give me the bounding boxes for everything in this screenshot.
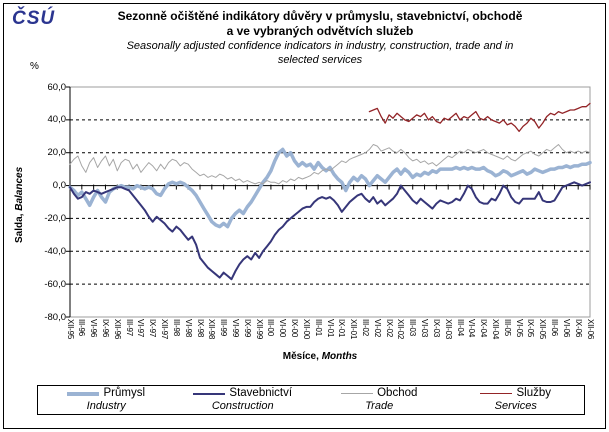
x-tick-label: XII-03 [443,319,453,340]
x-tick-label: XII-96 [112,319,122,340]
legend-label-cz: Obchod [377,387,418,399]
y-tick-label: -80,0 [44,311,66,323]
x-tick-label: VI-97 [136,319,146,338]
chart-subtitle-line2: selected services [277,54,363,66]
series-line-industry [68,147,592,229]
x-tick-label: VI-98 [183,319,193,338]
x-tick-label: VI-05 [514,319,524,338]
series-line-construction [69,181,591,281]
x-tick-label: III-01 [313,319,323,337]
series-line-trade [69,144,591,185]
legend-swatch-industry [67,391,100,396]
plot-area [66,86,592,318]
x-tick-label: VI-02 [372,319,382,338]
x-tick-label: XII-02 [396,319,406,340]
x-axis-title: Měsíce, Months [240,351,400,362]
x-tick-label: IX-05 [526,319,536,338]
x-tick-label: VI-03 [420,319,430,338]
legend-swatch-services [480,393,513,394]
legend: Průmysl Industry Stavebnictví Construction O… [37,385,585,415]
figure-border [3,3,606,429]
x-tick-label: XII-04 [490,319,500,340]
x-tick-label: XII-05 [538,319,548,340]
x-tick-label: VI-06 [561,319,571,338]
x-tick-label: IX-02 [384,319,394,338]
x-tick-label: III-05 [502,319,512,337]
y-tick-label: -60,0 [44,278,66,290]
x-tick-label: III-04 [455,319,465,337]
x-tick-label: VI-04 [467,319,477,338]
x-tick-label: III-00 [266,319,276,337]
x-tick-label: XII-99 [254,319,264,340]
legend-swatch-construction [193,392,226,395]
x-tick-label: IX-98 [195,319,205,338]
y-axis-unit-label: % [30,61,39,72]
x-tick-label: XII-97 [160,319,170,340]
x-tick-label: IX-97 [148,319,158,338]
y-axis-title-en: Balances [14,166,25,211]
x-tick-label: XII-01 [349,319,359,340]
chart-subtitle-line1: Seasonally adjusted confidence indicator… [126,40,514,52]
plot-border [69,86,591,318]
x-tick-label: III-96 [77,319,87,337]
legend-label-cz: Průmysl [103,387,146,399]
legend-item-trade: Obchod Trade [311,387,448,413]
chart-title-line1: Sezonně očištěné indikátory důvěry v prů… [117,9,523,23]
y-tick-label: 20,0 [47,147,67,159]
legend-label-en: Industry [86,400,126,412]
y-tick-label: 0,0 [52,180,66,192]
x-tick-label: XII-00 [301,319,311,340]
x-tick-label: IX-04 [479,319,489,338]
x-tick-label: VI-00 [278,319,288,338]
legend-swatch-trade [341,393,374,394]
y-axis-title: Salda, Balances [14,167,25,243]
y-tick-label: -20,0 [44,212,66,224]
y-axis-title-cz: Salda, [14,213,25,243]
x-tick-label: III-02 [360,319,370,337]
x-tick-label: III-97 [124,319,134,337]
legend-label-en: Trade [365,400,394,412]
x-tick-label: IX-00 [290,319,300,338]
y-tick-label: 40,0 [47,114,67,126]
x-tick-label: III-98 [171,319,181,337]
x-tick-label: III-03 [408,319,418,337]
x-tick-label: VI-99 [230,319,240,338]
x-tick-label: IX-99 [242,319,252,338]
legend-item-construction: Stavebnictví Construction [175,387,312,413]
x-axis-title-cz: Měsíce, [282,351,319,362]
csu-logo: ČSÚ [12,8,56,29]
x-tick-label: IX-01 [337,319,347,338]
y-tick-label: -40,0 [44,245,66,257]
series-line-services [368,102,591,133]
x-tick-label: III-06 [550,319,560,337]
y-tick-label: 60,0 [47,81,67,93]
x-tick-label: XII-95 [65,319,75,340]
x-tick-label: IX-03 [431,319,441,338]
legend-item-industry: Průmysl Industry [38,387,175,413]
legend-label-cz: Stavebnictví [229,387,293,399]
legend-label-en: Construction [211,400,274,412]
x-tick-label: VI-01 [325,319,335,338]
x-tick-label: XII-06 [585,319,595,340]
plot-svg [66,86,592,318]
x-tick-label: IX-96 [100,319,110,338]
x-tick-label: IX-06 [573,319,583,338]
legend-label-cz: Služby [516,387,552,399]
x-axis-title-en: Months [321,351,358,362]
legend-label-en: Services [494,400,537,412]
chart-title-line2: a ve vybraných odvětvích služeb [226,24,414,38]
legend-item-services: Služby Services [448,387,585,413]
x-tick-label: VI-96 [89,319,99,338]
x-tick-label: XII-98 [207,319,217,340]
x-tick-label: III-99 [219,319,229,337]
title-block: Sezonně očištěné indikátory důvěry v prů… [70,9,570,67]
